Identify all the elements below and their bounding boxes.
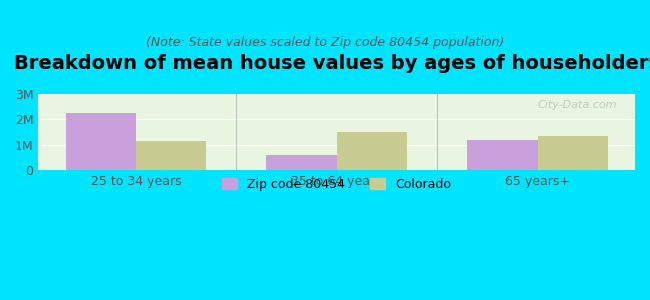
Bar — [266, 155, 337, 170]
Bar — [66, 113, 136, 170]
Bar — [337, 132, 407, 170]
Text: (Note: State values scaled to Zip code 80454 population): (Note: State values scaled to Zip code 8… — [146, 36, 504, 49]
Text: City-Data.com: City-Data.com — [538, 100, 617, 110]
Legend: Zip code 80454, Colorado: Zip code 80454, Colorado — [217, 173, 456, 196]
Title: Breakdown of mean house values by ages of householders: Breakdown of mean house values by ages o… — [14, 54, 650, 73]
Bar — [538, 136, 608, 170]
Bar — [467, 140, 538, 170]
Bar — [136, 141, 206, 170]
